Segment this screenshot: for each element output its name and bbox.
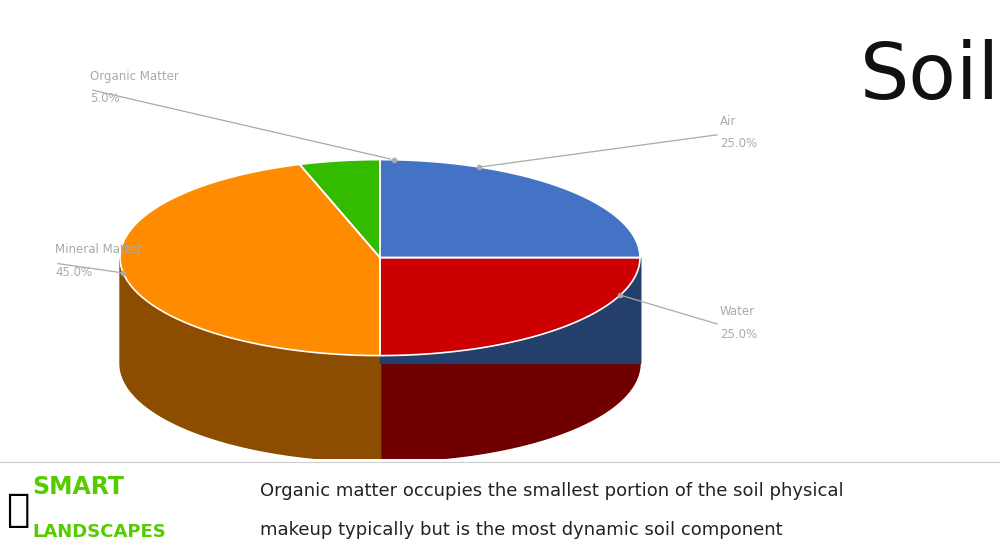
Polygon shape <box>380 258 640 363</box>
Text: 25.0%: 25.0% <box>720 328 757 340</box>
Text: makeup typically but is the most dynamic soil component: makeup typically but is the most dynamic… <box>260 521 783 539</box>
Text: 45.0%: 45.0% <box>55 266 92 279</box>
Text: 25.0%: 25.0% <box>720 137 757 150</box>
Polygon shape <box>120 258 380 461</box>
Text: Water: Water <box>720 305 755 318</box>
Text: Air: Air <box>720 115 736 128</box>
Text: Organic Matter: Organic Matter <box>90 70 179 83</box>
Ellipse shape <box>120 265 640 461</box>
Text: Mineral Matter: Mineral Matter <box>55 244 142 256</box>
Text: SMART: SMART <box>32 475 124 500</box>
Text: Soil: Soil <box>860 39 1000 115</box>
Text: 🌲: 🌲 <box>6 491 30 529</box>
Polygon shape <box>300 160 380 258</box>
Text: Organic matter occupies the smallest portion of the soil physical: Organic matter occupies the smallest por… <box>260 483 844 501</box>
Polygon shape <box>380 258 640 356</box>
Polygon shape <box>380 258 640 363</box>
Text: 5.0%: 5.0% <box>90 92 120 105</box>
Polygon shape <box>380 258 640 461</box>
Text: LANDSCAPES: LANDSCAPES <box>32 523 166 541</box>
Polygon shape <box>380 160 640 258</box>
Polygon shape <box>120 165 380 356</box>
